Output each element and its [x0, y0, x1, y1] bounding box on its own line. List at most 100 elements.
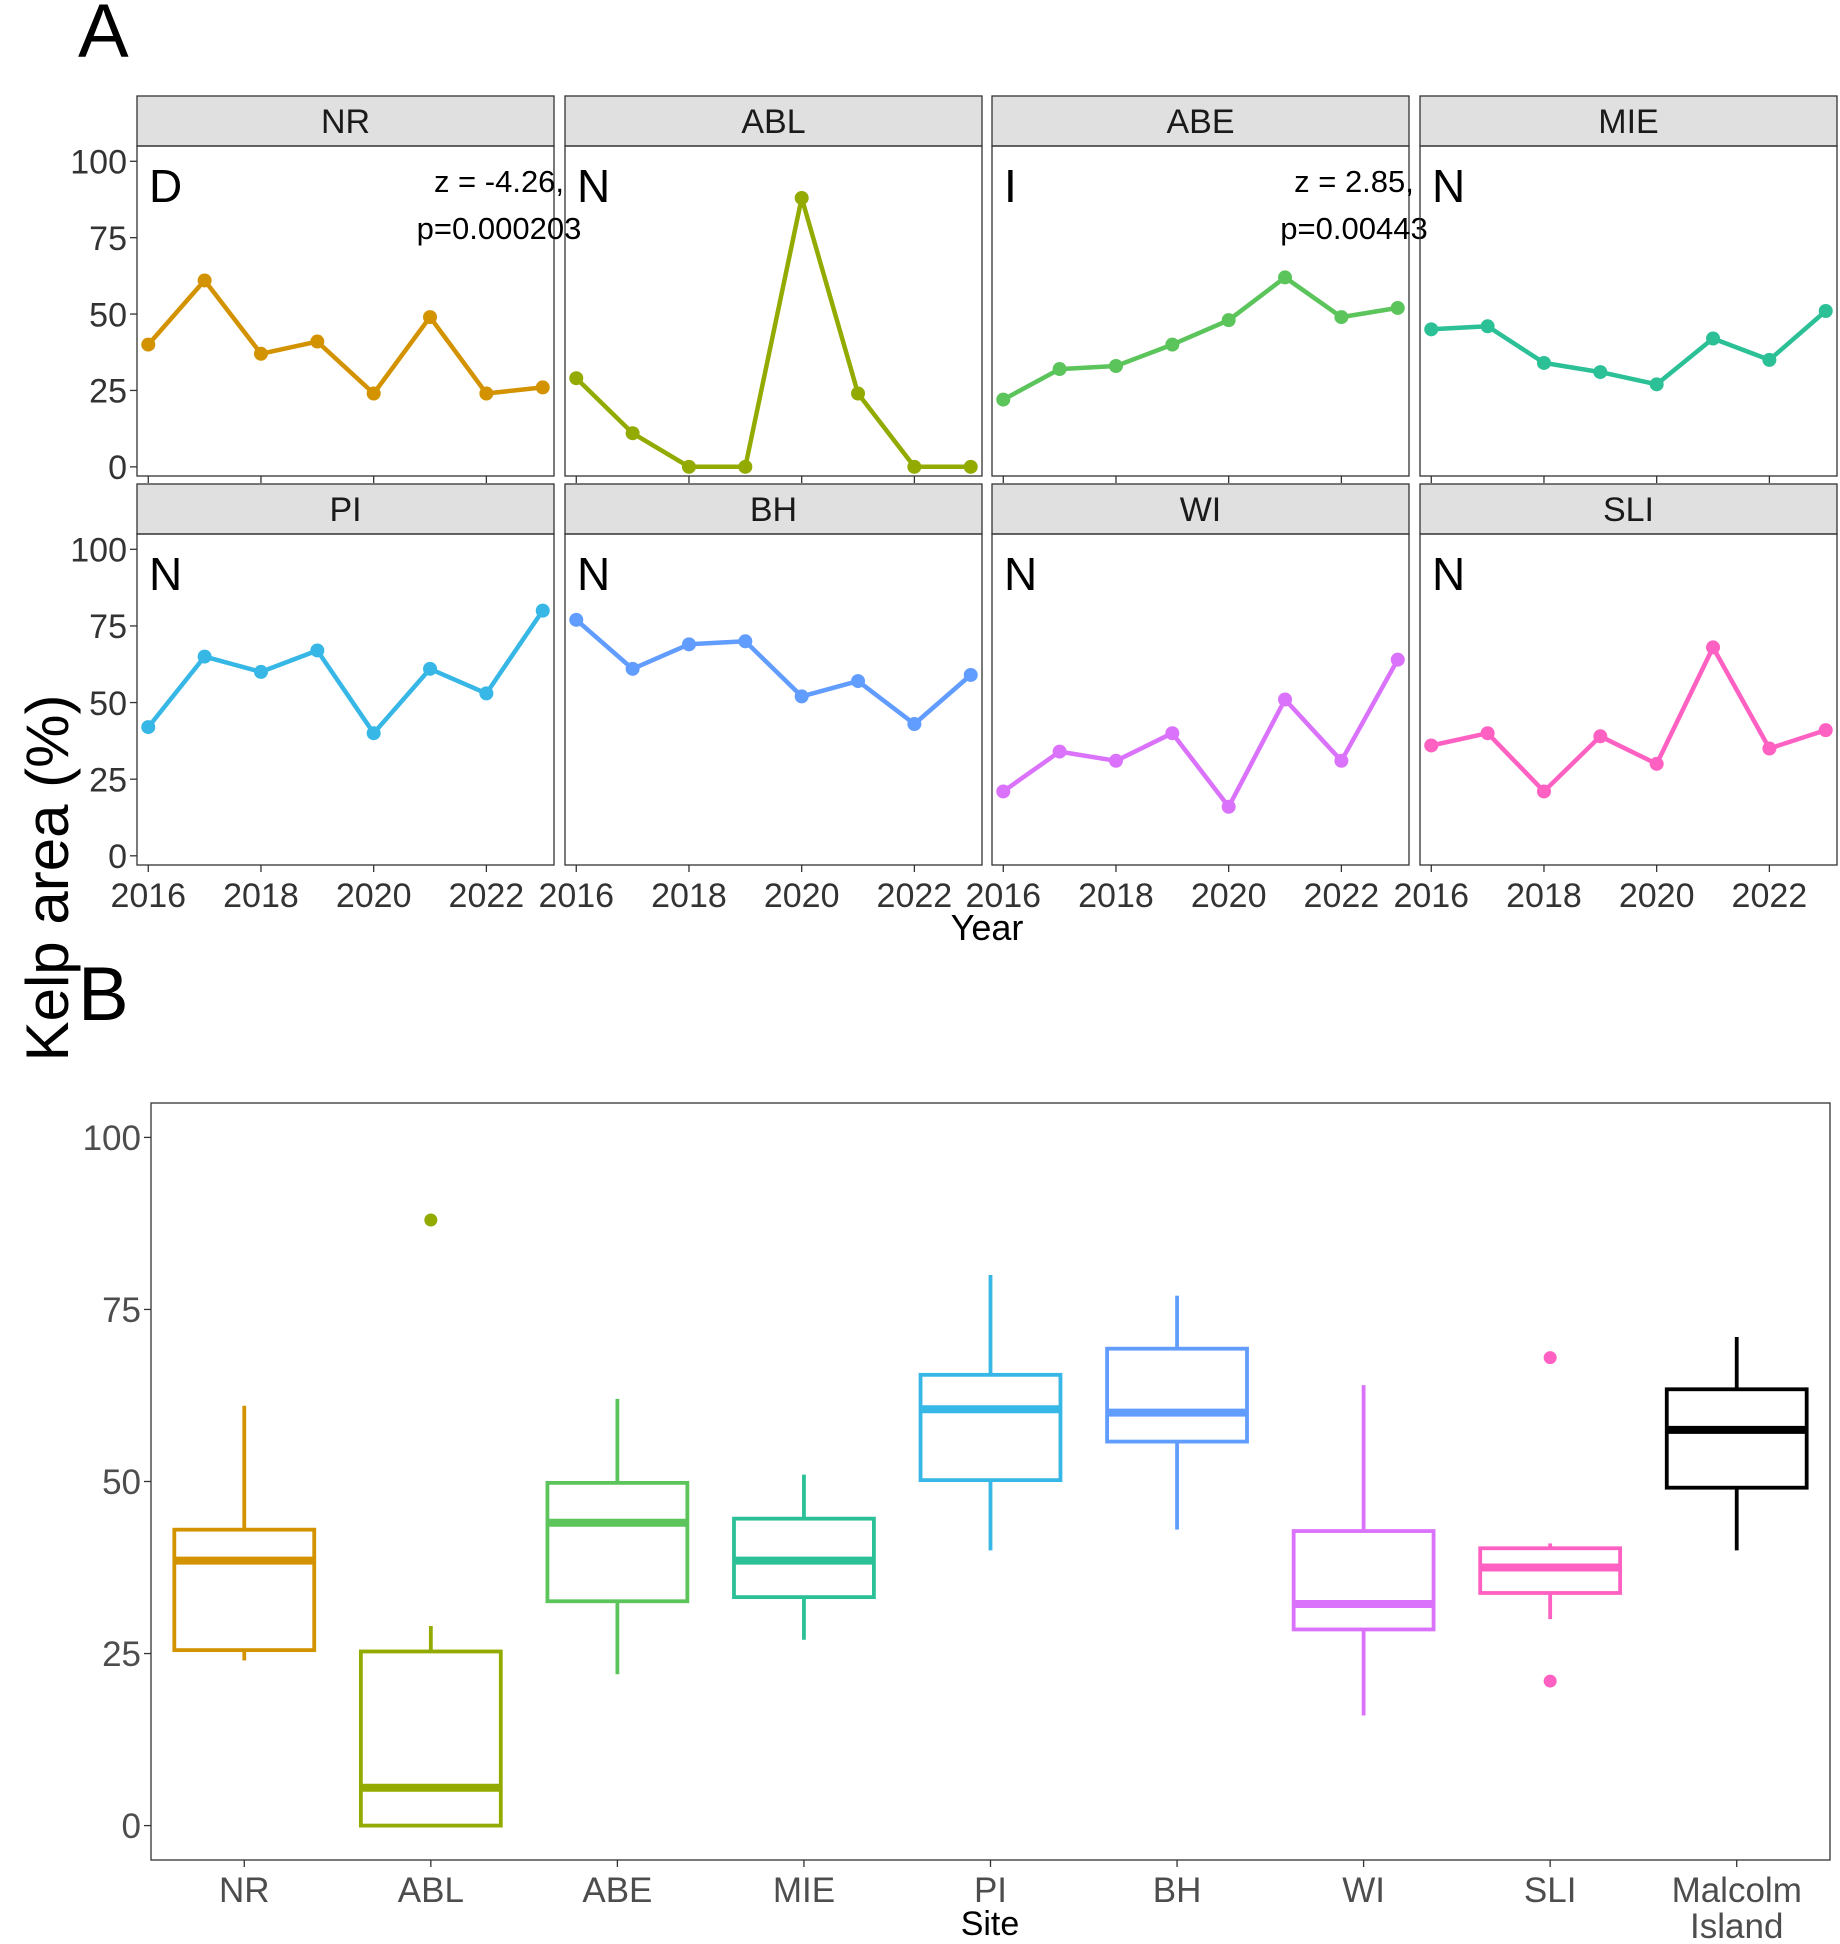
- facet-panel-border: [136, 533, 555, 866]
- iqr-box: [1291, 1529, 1436, 1632]
- iqr-box: [1105, 1346, 1249, 1444]
- panel-label-b: B: [78, 952, 129, 1037]
- series-line-bh: [574, 617, 973, 727]
- data-point: [794, 190, 809, 205]
- x-tick-label: Island: [1690, 1907, 1783, 1944]
- data-point: [1052, 744, 1067, 759]
- facet-abe: ABE I z = 2.85, p=0.00443: [991, 95, 1428, 483]
- box-abe: ABE: [545, 1398, 690, 1910]
- trend-label: N: [577, 160, 610, 212]
- panel-label-a: A: [78, 0, 129, 74]
- y-tick-label: 25: [89, 761, 127, 799]
- y-tick-label: 25: [102, 1635, 141, 1674]
- box-nr: NR: [172, 1405, 317, 1910]
- outlier-point: [1543, 1674, 1557, 1688]
- data-point: [1165, 337, 1180, 352]
- data-point: [253, 664, 268, 679]
- x-tick-label: NR: [219, 1871, 270, 1910]
- facet-strip-label: MIE: [1598, 103, 1658, 141]
- data-point: [569, 612, 584, 627]
- data-point: [310, 334, 325, 349]
- iqr-box: [1664, 1387, 1809, 1490]
- boxplot-panel: 0 25 50 75 100 NR ABL ABE MIE PI BH WI SLI MalcolmIsl…: [83, 1102, 1831, 1944]
- stat-p-label: p=0.00443: [1280, 211, 1427, 246]
- series-line-abl: [574, 195, 973, 470]
- x-tick-label: 2016: [1393, 877, 1469, 915]
- y-tick-label: 50: [102, 1463, 141, 1502]
- x-tick-label: ABE: [582, 1871, 652, 1910]
- facet-strip: [136, 95, 555, 147]
- x-tick-label: SLI: [1524, 1871, 1577, 1910]
- x-tick-label: 2018: [223, 877, 299, 915]
- y-tick-label: 0: [122, 1807, 141, 1846]
- y-tick-label: 75: [89, 608, 127, 646]
- data-point: [681, 459, 696, 474]
- facet-panel-border: [136, 145, 555, 477]
- x-tick-label: 2020: [1619, 877, 1695, 915]
- data-point: [1424, 322, 1439, 337]
- trend-label: I: [1004, 160, 1017, 212]
- series-line-nr: [146, 278, 545, 396]
- x-tick-label: 2016: [965, 877, 1041, 915]
- data-point: [1108, 359, 1123, 373]
- box-bh: BH: [1105, 1295, 1249, 1910]
- data-point: [310, 643, 325, 658]
- trend-label: N: [1432, 160, 1465, 212]
- facet-strip-label: NR: [321, 103, 370, 141]
- facet-strip: [1419, 483, 1838, 535]
- facet-pi: PI 2016 2018 2020 2022 0 25 50 75 100 N: [70, 483, 555, 915]
- x-tick-label: 2018: [1506, 877, 1582, 915]
- facet-x-axis-title: Year: [951, 907, 1024, 948]
- data-point: [1480, 726, 1495, 741]
- y-tick-label: 0: [108, 838, 127, 876]
- facet-strip-label: WI: [1180, 491, 1222, 529]
- facet-strip-label: ABL: [741, 103, 805, 141]
- stat-z-label: z = -4.26,: [434, 164, 564, 199]
- stat-z-label: z = 2.85,: [1294, 164, 1414, 199]
- facet-strip: [991, 483, 1410, 535]
- data-point: [1108, 753, 1123, 768]
- x-tick-label: 2020: [336, 877, 412, 915]
- facet-wi: WI 2016 2018 2020 2022 N: [965, 483, 1410, 915]
- facet-sli: SLI 2016 2018 2020 2022 N: [1393, 483, 1838, 915]
- y-axis-title: Kelp area (%): [14, 695, 81, 1062]
- y-tick-label: 50: [89, 685, 127, 723]
- x-tick-label: 2020: [764, 877, 840, 915]
- y-tick-label: 75: [89, 220, 127, 258]
- data-point: [366, 386, 381, 401]
- iqr-box: [172, 1527, 317, 1653]
- data-point: [535, 603, 550, 618]
- data-point: [1536, 355, 1551, 370]
- data-point: [479, 686, 494, 701]
- data-point: [1818, 723, 1833, 738]
- data-point: [738, 634, 753, 649]
- x-tick-label: 2022: [449, 877, 525, 915]
- data-point: [1593, 729, 1608, 744]
- series-line-wi: [1001, 657, 1400, 810]
- facet-panel-border: [1419, 533, 1838, 866]
- data-point: [1536, 784, 1551, 799]
- data-point: [197, 649, 212, 664]
- data-point: [1649, 756, 1664, 771]
- data-point: [1334, 753, 1349, 768]
- data-point: [907, 717, 922, 732]
- data-point: [625, 426, 640, 441]
- data-point: [479, 386, 494, 401]
- data-point: [1762, 352, 1777, 367]
- y-tick-label: 75: [102, 1291, 141, 1330]
- trend-label: N: [149, 548, 182, 600]
- trend-label: D: [149, 160, 182, 212]
- facet-strip: [1419, 95, 1838, 147]
- data-point: [1221, 799, 1236, 814]
- data-point: [535, 380, 550, 395]
- data-point: [141, 337, 156, 352]
- facet-panel-border: [991, 533, 1410, 866]
- facet-panel-border: [991, 145, 1410, 477]
- data-point: [1706, 640, 1721, 655]
- series-line-sli: [1429, 645, 1828, 794]
- y-tick-label: 100: [70, 532, 127, 570]
